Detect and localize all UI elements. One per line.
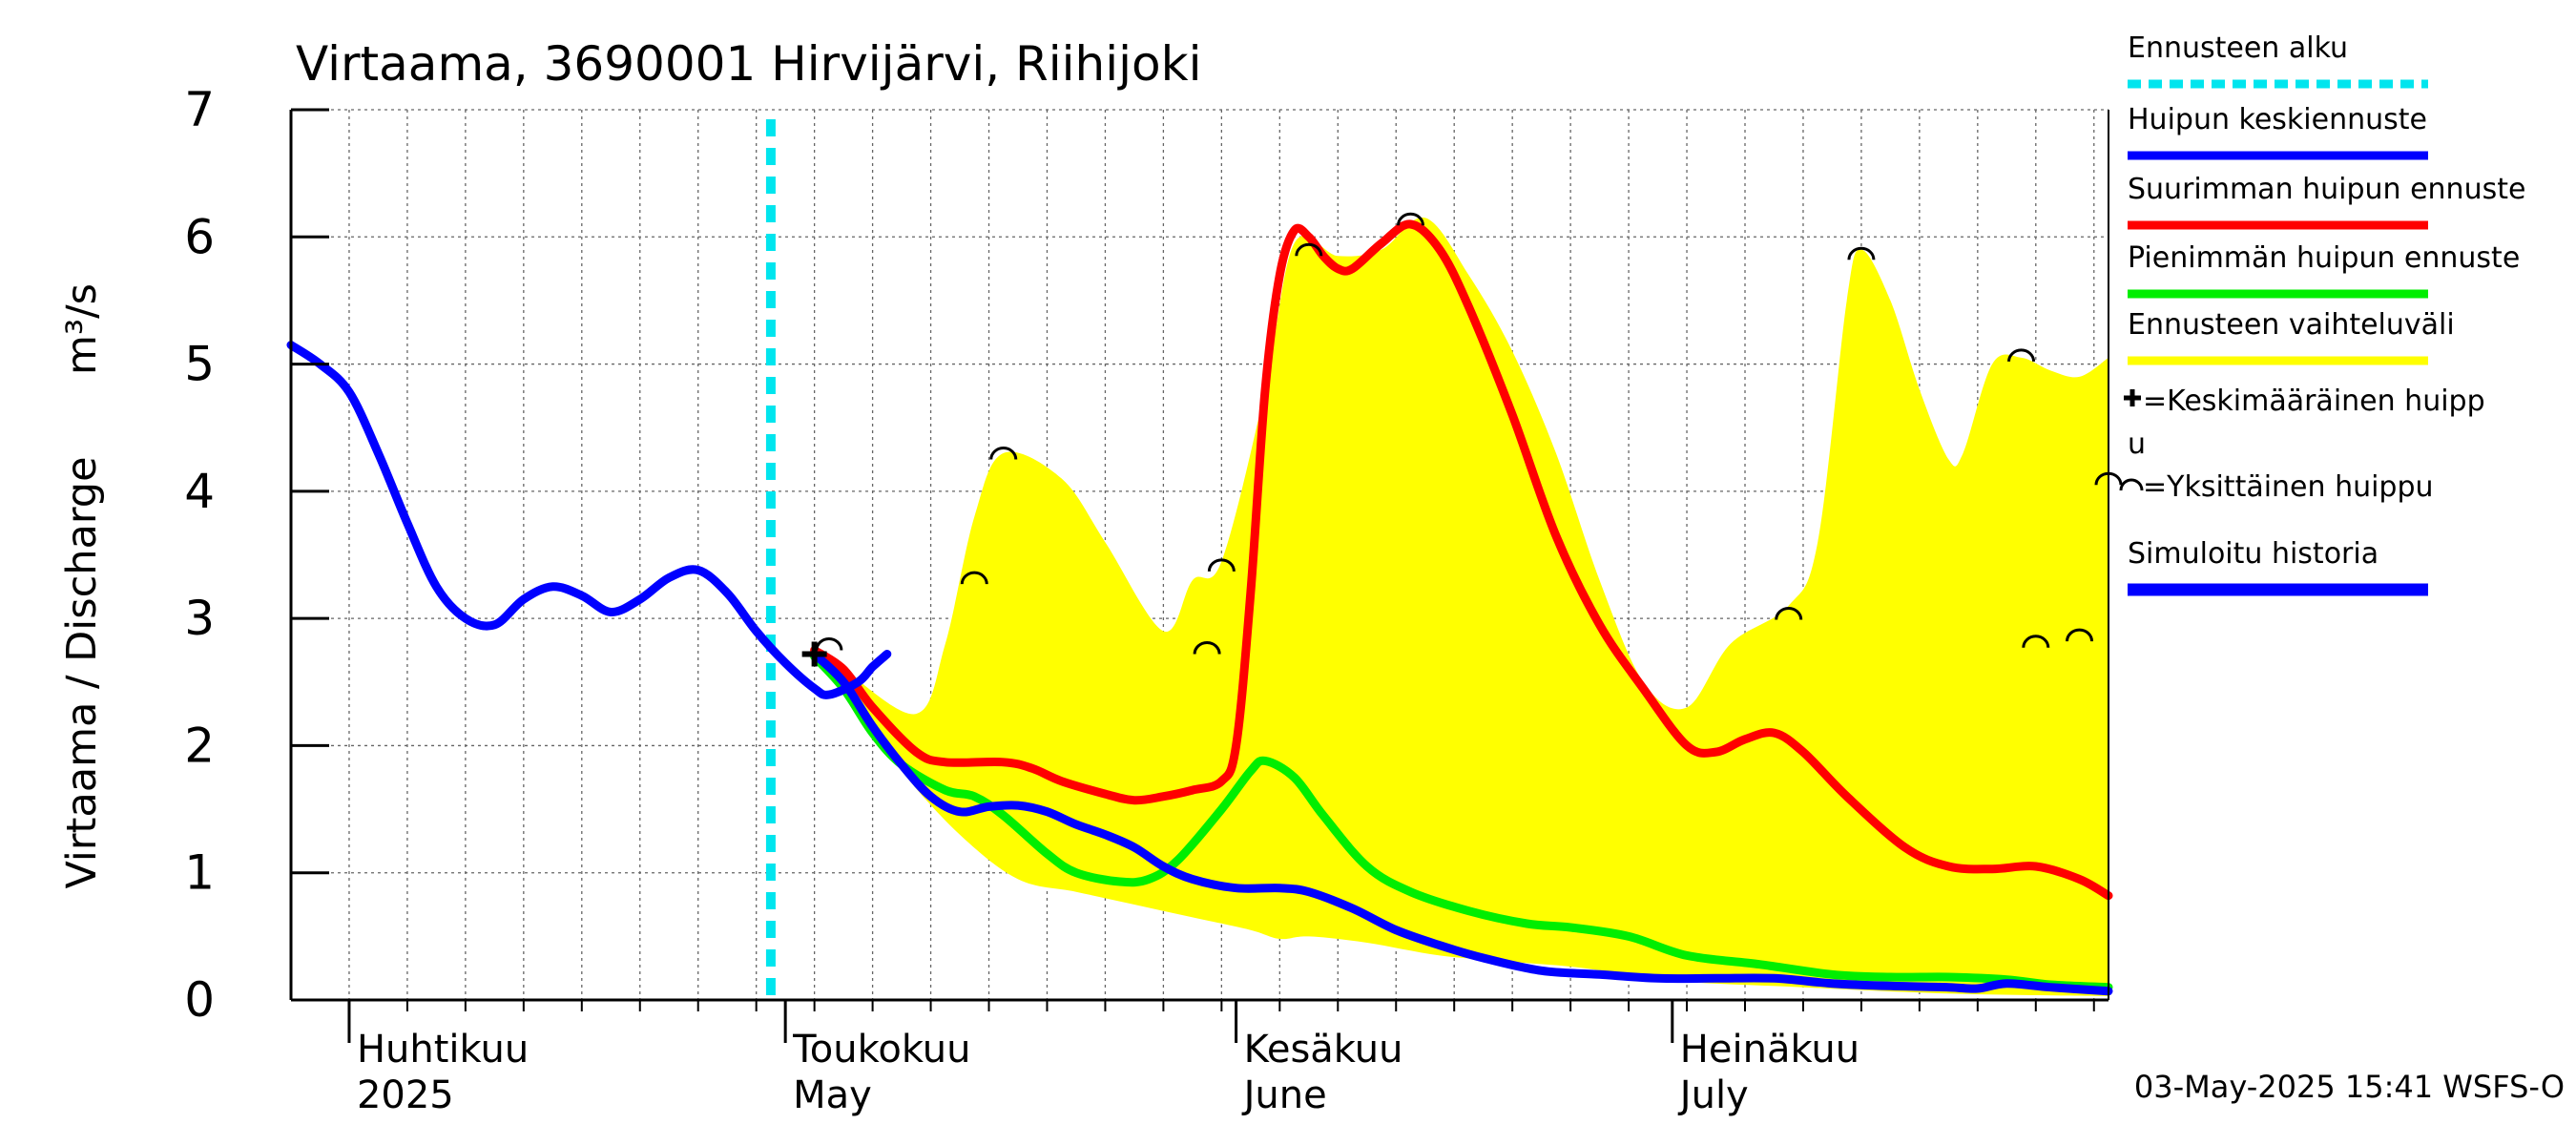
x-month-label-en: June — [1241, 1073, 1327, 1117]
x-month-label-fi: Huhtikuu — [357, 1028, 529, 1072]
legend-mean-peak-symbol — [2124, 389, 2141, 406]
y-tick-label: 2 — [184, 718, 215, 773]
timestamp: 03-May-2025 15:41 WSFS-O — [2134, 1069, 2565, 1105]
y-tick-label: 0 — [184, 972, 215, 1028]
x-month-label-fi: Toukokuu — [792, 1028, 970, 1072]
legend-label: Pienimmän huipun ennuste — [2128, 241, 2520, 275]
legend-label: Huipun keskiennuste — [2128, 103, 2427, 136]
single-peak-marker — [960, 571, 988, 585]
y-tick-label: 5 — [184, 337, 215, 392]
single-peak-marker — [815, 636, 843, 651]
mean-peak-marker — [801, 641, 827, 667]
legend-label: Suurimman huipun ennuste — [2128, 173, 2525, 206]
legend-label: =Keskimääräinen huipp — [2143, 385, 2485, 418]
legend-label-continued: u — [2128, 427, 2146, 461]
axes: 01234567Huhtikuu2025ToukokuuMayKesäkuuJu… — [184, 82, 2109, 1117]
legend-label: Simuloitu historia — [2128, 537, 2379, 571]
series-line-suurimman-huipun-ennuste — [810, 219, 2113, 901]
legend: Ennusteen alku Huipun keskiennuste Suurimm… — [2119, 31, 2525, 596]
single-peak-marker — [2066, 628, 2094, 642]
single-peak-marker — [1295, 242, 1323, 257]
legend-label: =Yksittäinen huippu — [2143, 470, 2434, 504]
x-month-label-en: July — [1677, 1073, 1749, 1117]
single-peak-marker — [989, 447, 1018, 460]
y-tick-label: 3 — [184, 591, 215, 646]
single-peak-marker — [2007, 348, 2036, 363]
single-peak-marker — [1847, 246, 1876, 260]
legend-label: Ennusteen vaihteluväli — [2128, 308, 2455, 342]
legend-single-peak-symbol — [2119, 478, 2144, 491]
series-line-pienimm-n-huipun-ennuste — [810, 652, 2113, 992]
chart-title: Virtaama, 3690001 Hirvijärvi, Riihijoki — [296, 36, 1201, 92]
single-peak-marker — [1396, 212, 1424, 226]
x-month-label-en: May — [793, 1073, 872, 1117]
y-axis-label: Virtaama / Discharge — [58, 456, 106, 888]
x-month-label-en: 2025 — [357, 1073, 454, 1117]
y-tick-label: 6 — [184, 209, 215, 264]
legend-label: Ennusteen alku — [2128, 31, 2348, 65]
y-tick-label: 1 — [184, 845, 215, 901]
series-line-huipun-keskiennuste — [810, 650, 2113, 996]
y-tick-label: 4 — [184, 464, 215, 519]
x-month-label-fi: Kesäkuu — [1244, 1028, 1403, 1072]
single-peak-marker — [1775, 606, 1803, 620]
series-line-simuloitu-historia — [286, 341, 892, 699]
y-tick-label: 7 — [184, 82, 215, 137]
single-peak-marker — [1193, 640, 1221, 655]
series-lines — [286, 219, 2113, 996]
single-peak-marker — [1207, 558, 1236, 572]
x-month-label-fi: Heinäkuu — [1680, 1028, 1859, 1072]
y-axis-unit: m³/s — [58, 283, 106, 375]
peak-markers — [801, 212, 2123, 667]
single-peak-marker — [2022, 635, 2050, 648]
